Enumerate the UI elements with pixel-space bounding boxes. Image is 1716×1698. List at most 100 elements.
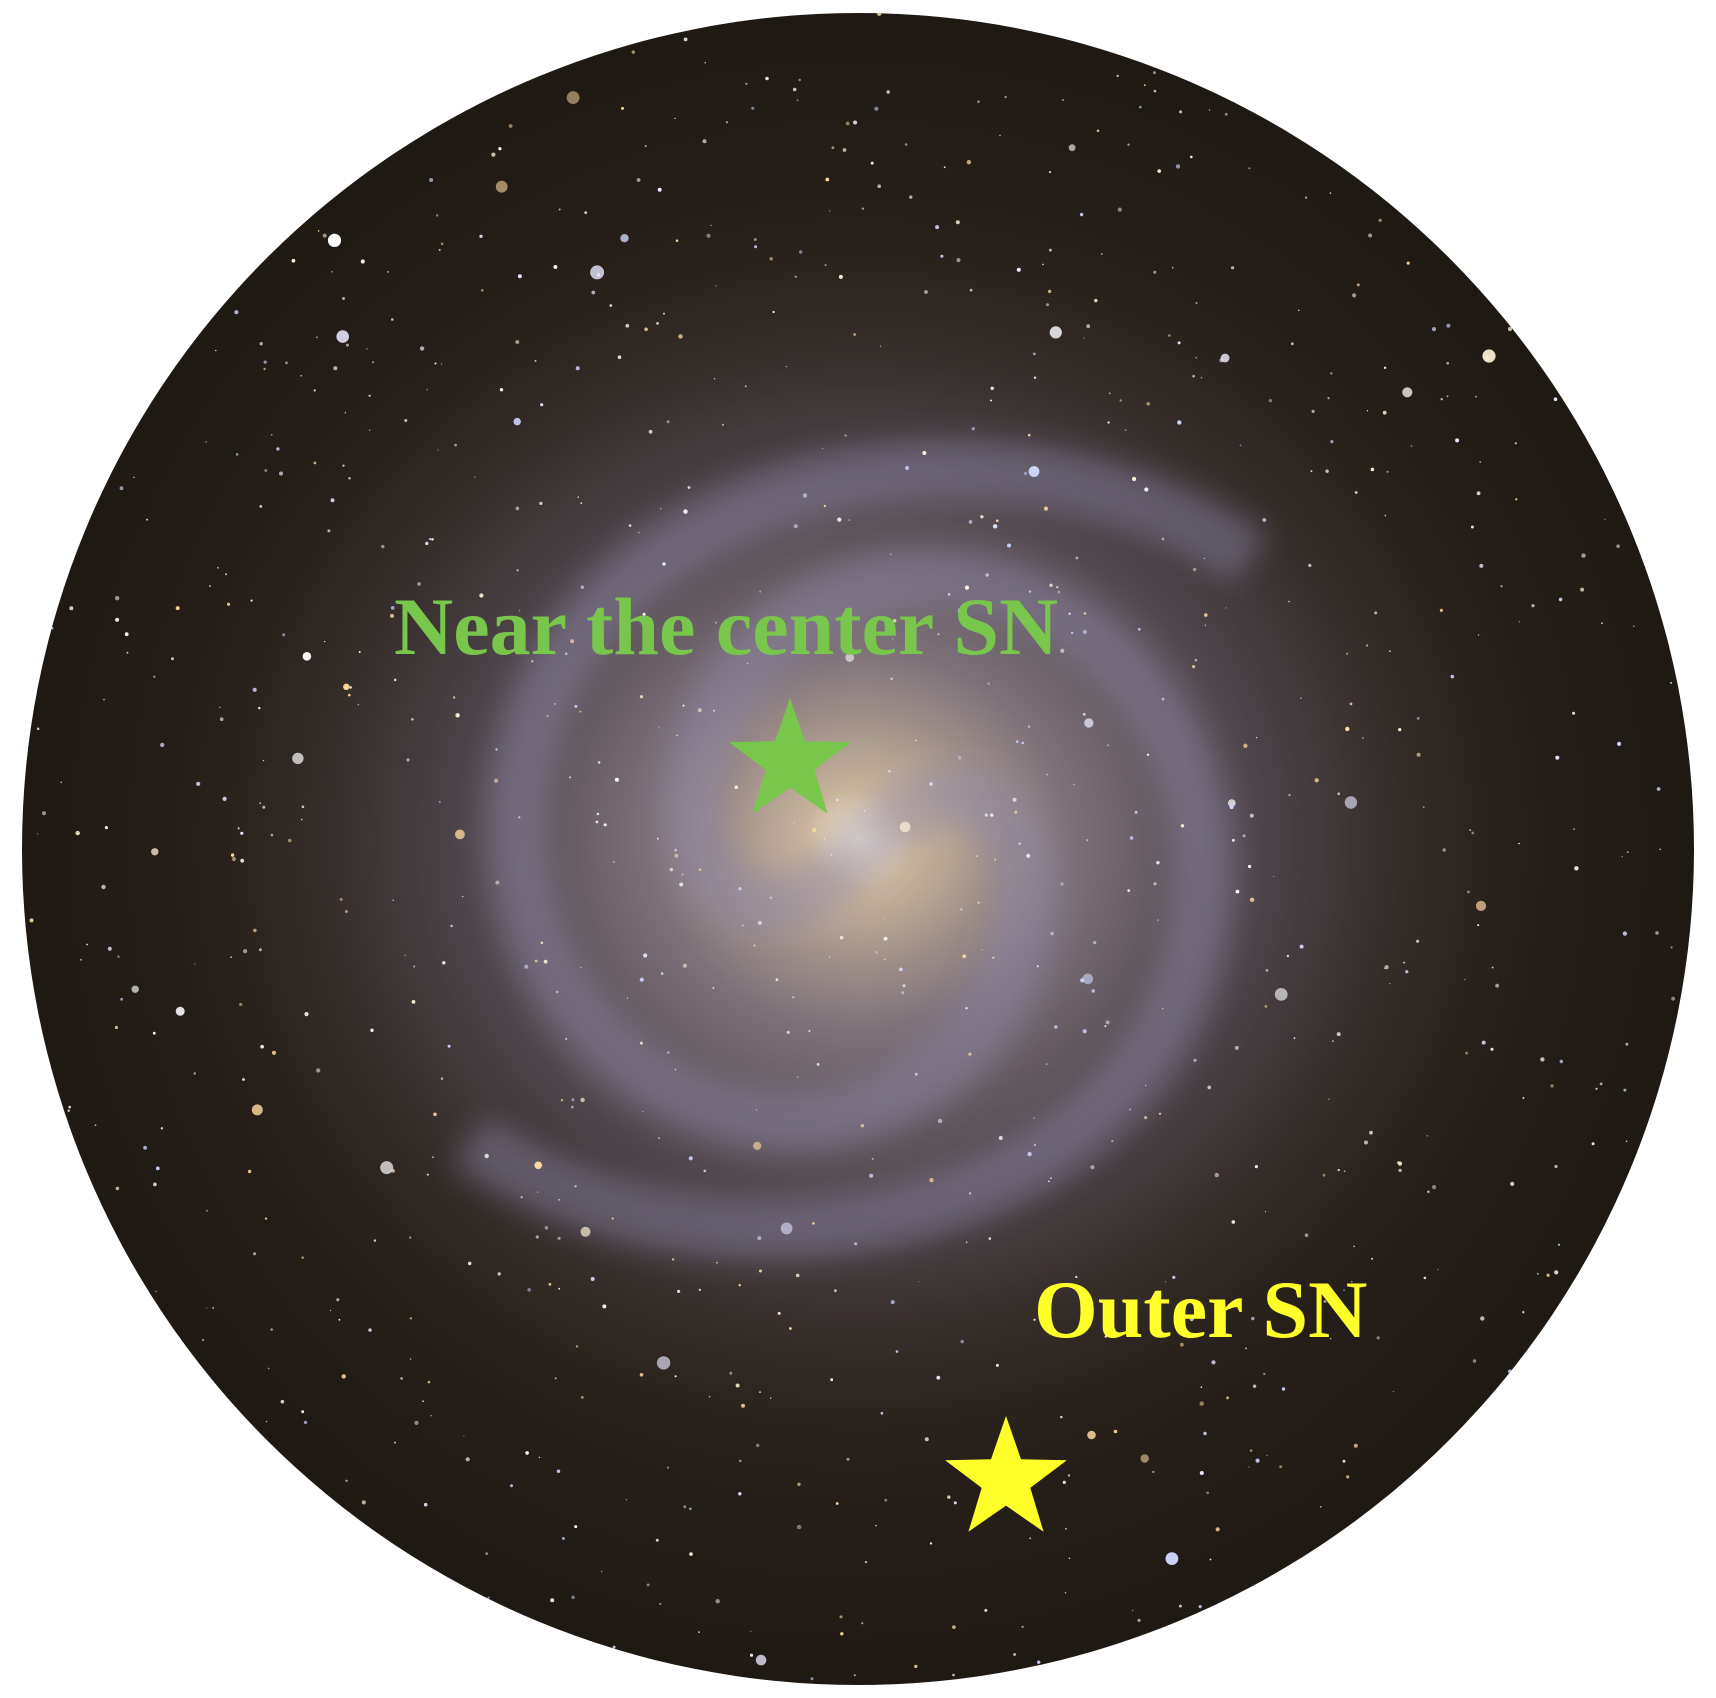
background-star bbox=[262, 805, 266, 809]
background-star bbox=[406, 758, 410, 762]
background-star bbox=[1203, 557, 1206, 560]
background-star bbox=[960, 1339, 964, 1344]
background-star bbox=[68, 1105, 71, 1109]
background-star bbox=[540, 403, 544, 407]
background-star bbox=[596, 812, 600, 816]
background-star bbox=[230, 956, 232, 958]
background-star bbox=[901, 991, 905, 995]
background-star bbox=[712, 986, 715, 989]
background-star bbox=[1119, 399, 1122, 402]
background-star bbox=[655, 1538, 659, 1542]
background-star bbox=[349, 686, 352, 689]
background-star bbox=[1042, 263, 1044, 266]
background-star bbox=[1402, 387, 1413, 398]
background-star bbox=[1086, 324, 1091, 329]
background-star bbox=[1298, 309, 1300, 311]
background-star bbox=[323, 640, 326, 643]
background-star bbox=[883, 936, 888, 941]
background-star bbox=[769, 896, 773, 900]
background-star bbox=[981, 949, 983, 951]
background-star bbox=[313, 389, 316, 392]
background-star bbox=[590, 1277, 595, 1281]
background-star bbox=[1365, 644, 1369, 647]
background-star bbox=[1124, 429, 1127, 432]
background-star bbox=[434, 362, 437, 365]
background-star bbox=[1573, 828, 1575, 830]
background-star bbox=[904, 143, 908, 146]
background-star bbox=[1599, 1082, 1603, 1086]
background-star bbox=[1049, 326, 1062, 339]
background-star bbox=[499, 388, 504, 392]
background-star bbox=[1075, 556, 1079, 560]
background-star bbox=[1101, 253, 1103, 255]
background-star bbox=[1354, 491, 1358, 494]
background-star bbox=[285, 361, 288, 365]
background-star bbox=[440, 1077, 444, 1080]
background-star bbox=[802, 493, 808, 498]
background-star bbox=[1353, 1245, 1355, 1248]
background-star bbox=[251, 1104, 263, 1116]
background-star bbox=[571, 1105, 574, 1109]
background-star bbox=[642, 612, 646, 616]
background-star bbox=[1384, 514, 1387, 517]
background-star bbox=[438, 800, 441, 803]
background-star bbox=[810, 1677, 814, 1681]
background-star bbox=[869, 1173, 874, 1178]
background-star bbox=[419, 346, 425, 351]
background-star bbox=[1392, 1391, 1394, 1393]
background-star bbox=[595, 820, 599, 824]
background-star bbox=[498, 147, 502, 151]
background-star bbox=[1410, 445, 1413, 447]
background-star bbox=[874, 106, 879, 111]
background-star bbox=[1279, 1465, 1283, 1469]
background-star bbox=[438, 248, 441, 251]
background-star bbox=[1336, 1032, 1341, 1037]
background-star bbox=[1242, 834, 1246, 838]
background-star bbox=[558, 1287, 561, 1290]
background-star bbox=[329, 1309, 332, 1312]
background-star bbox=[153, 1182, 157, 1187]
background-star bbox=[864, 1560, 868, 1564]
background-star bbox=[317, 230, 320, 232]
background-star bbox=[584, 211, 588, 215]
background-star bbox=[546, 714, 549, 718]
background-star bbox=[1485, 356, 1490, 360]
background-star bbox=[205, 441, 207, 443]
background-star bbox=[535, 1235, 539, 1239]
background-star bbox=[571, 1595, 575, 1600]
background-star bbox=[924, 290, 928, 294]
background-star bbox=[1016, 267, 1021, 272]
background-star bbox=[821, 447, 824, 450]
background-star bbox=[1018, 842, 1021, 845]
background-star bbox=[656, 322, 659, 325]
background-star bbox=[1671, 996, 1675, 1001]
background-star bbox=[1083, 337, 1085, 339]
background-star bbox=[1495, 983, 1499, 988]
background-star bbox=[1046, 773, 1048, 776]
background-star bbox=[1305, 196, 1308, 199]
background-star bbox=[1328, 1098, 1330, 1100]
background-star bbox=[698, 1631, 700, 1633]
background-star bbox=[414, 1420, 419, 1425]
background-star bbox=[300, 818, 303, 821]
background-star bbox=[620, 234, 629, 243]
background-star bbox=[984, 813, 988, 817]
background-star bbox=[1015, 740, 1019, 743]
background-star bbox=[1050, 931, 1054, 936]
background-star bbox=[262, 759, 265, 762]
background-star bbox=[1604, 518, 1606, 520]
background-star bbox=[433, 1112, 437, 1117]
background-star bbox=[1189, 1316, 1194, 1322]
background-star bbox=[1670, 946, 1673, 949]
background-star bbox=[625, 1499, 627, 1501]
background-star bbox=[143, 1145, 148, 1150]
background-star bbox=[853, 120, 858, 125]
background-star bbox=[1342, 1459, 1346, 1463]
background-star bbox=[744, 385, 747, 388]
background-star bbox=[202, 1339, 204, 1341]
background-star bbox=[1252, 1384, 1257, 1388]
background-star bbox=[614, 777, 619, 782]
background-star bbox=[316, 336, 318, 339]
background-star bbox=[462, 895, 464, 898]
background-star bbox=[219, 706, 221, 709]
